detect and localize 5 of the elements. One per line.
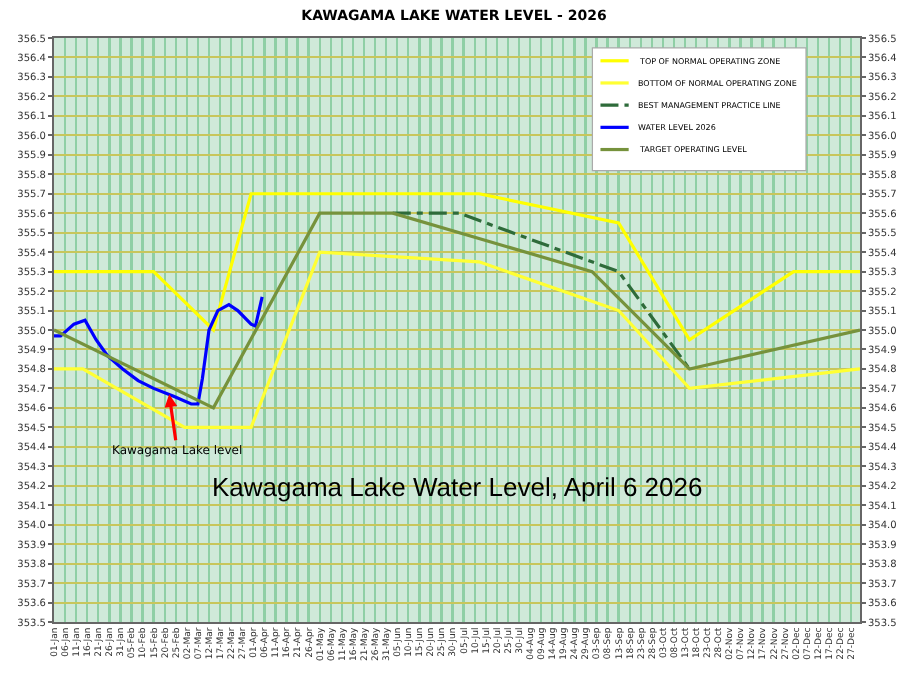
line-series	[54, 250, 860, 429]
line-series	[54, 295, 264, 406]
annotation: Kawagama Lake Water Level, April 6 2026	[212, 472, 703, 502]
line-series	[54, 211, 860, 410]
line-series	[54, 192, 860, 342]
